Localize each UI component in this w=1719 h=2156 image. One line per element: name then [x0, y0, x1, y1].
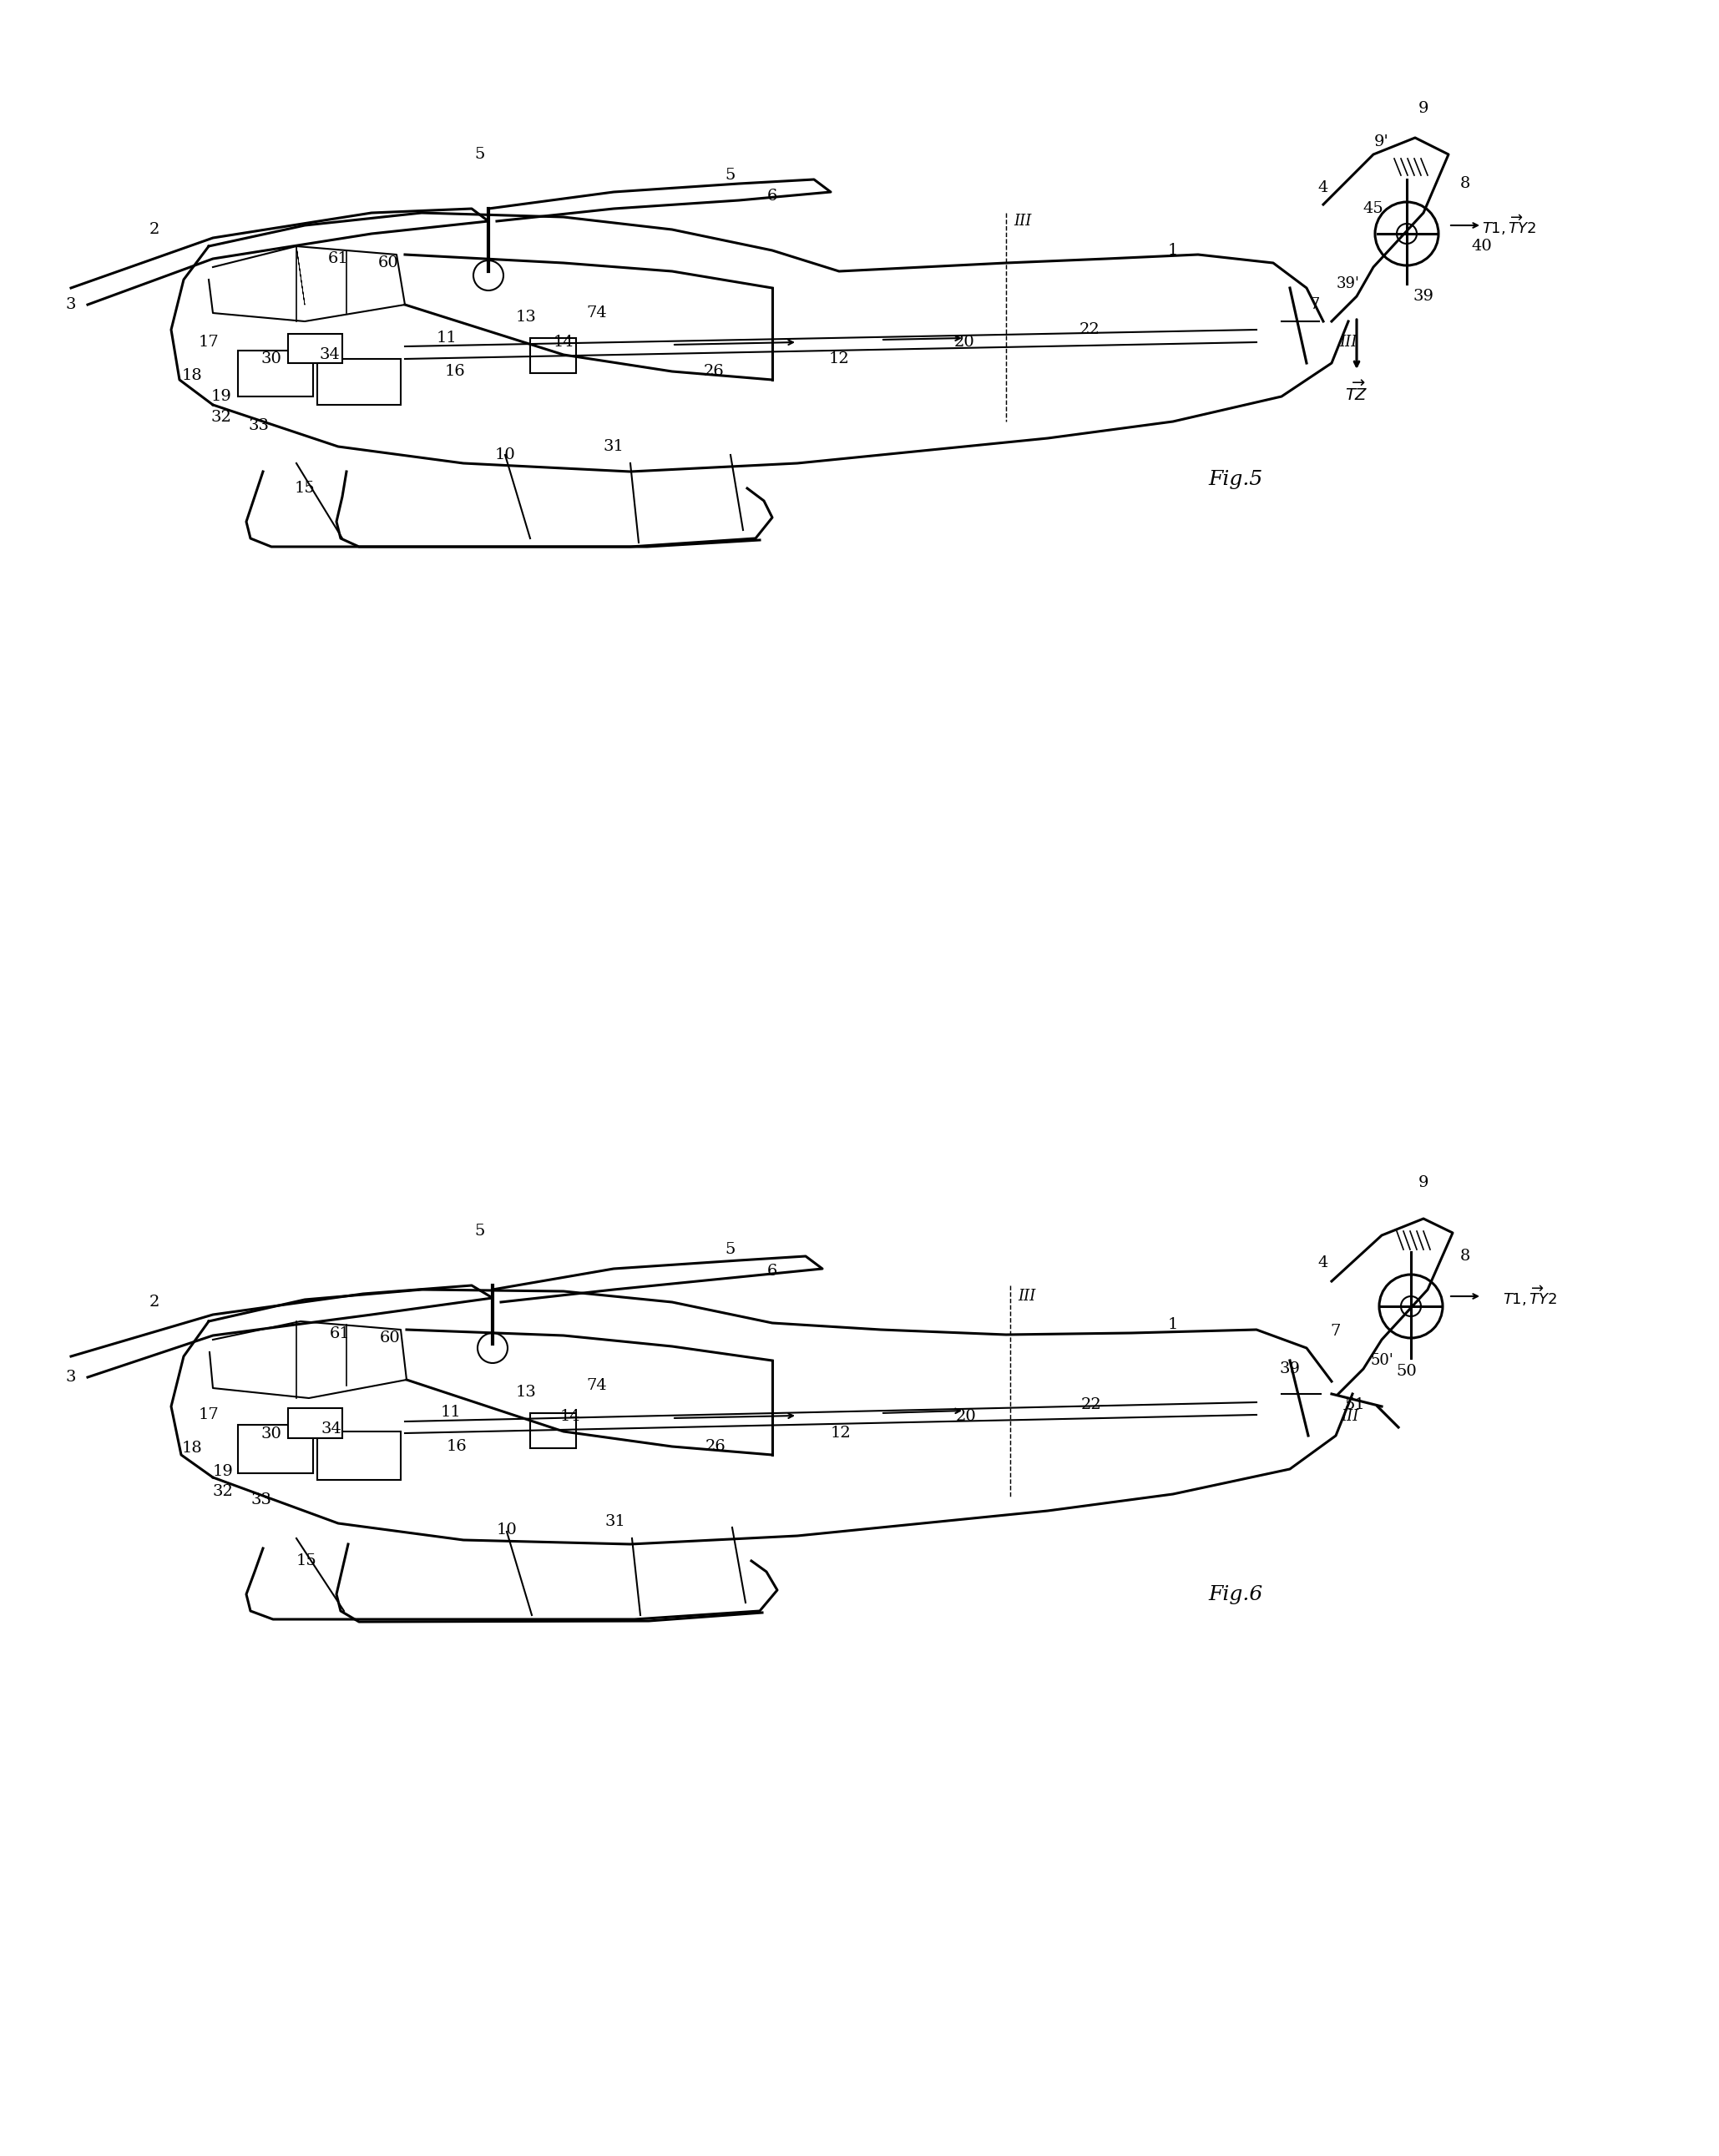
Text: 61: 61	[328, 252, 349, 265]
Text: III: III	[1339, 334, 1358, 349]
Text: 60: 60	[378, 254, 399, 270]
Text: 7: 7	[1331, 1324, 1341, 1339]
Text: 18: 18	[182, 369, 203, 384]
FancyBboxPatch shape	[529, 1412, 576, 1449]
Text: 13: 13	[516, 1384, 536, 1399]
Text: 11: 11	[440, 1406, 461, 1421]
Text: 5: 5	[725, 168, 736, 183]
Text: 61: 61	[330, 1326, 351, 1341]
Text: 5: 5	[474, 1225, 485, 1240]
Text: 40: 40	[1471, 239, 1492, 254]
Text: 33: 33	[251, 1492, 272, 1507]
Text: 34: 34	[320, 347, 340, 362]
FancyBboxPatch shape	[318, 358, 401, 405]
Text: 22: 22	[1081, 1397, 1102, 1412]
Text: 60: 60	[380, 1330, 401, 1345]
Text: 32: 32	[211, 410, 232, 425]
Text: 30: 30	[261, 1427, 282, 1442]
Text: $\overrightarrow{T1,TY2}$: $\overrightarrow{T1,TY2}$	[1502, 1285, 1557, 1309]
Text: 2: 2	[150, 222, 160, 237]
Text: 74: 74	[586, 306, 607, 321]
Text: 50: 50	[1396, 1365, 1416, 1380]
Text: 39: 39	[1279, 1360, 1300, 1376]
FancyBboxPatch shape	[289, 334, 342, 362]
Text: 5: 5	[725, 1242, 736, 1257]
FancyBboxPatch shape	[237, 351, 313, 397]
Text: 31: 31	[603, 440, 624, 455]
Text: 1: 1	[1167, 244, 1178, 259]
Text: 17: 17	[198, 1408, 218, 1423]
Text: 6: 6	[767, 1263, 777, 1279]
Text: 15: 15	[296, 1552, 316, 1567]
Text: 26: 26	[703, 364, 724, 379]
Text: Fig.6: Fig.6	[1208, 1585, 1263, 1604]
FancyBboxPatch shape	[289, 1408, 342, 1438]
Text: $\overrightarrow{T1,TY2}$: $\overrightarrow{T1,TY2}$	[1482, 213, 1537, 237]
Text: 19: 19	[211, 388, 232, 403]
Text: 9': 9'	[1373, 134, 1389, 149]
Text: 11: 11	[437, 330, 457, 345]
Text: 30: 30	[261, 351, 282, 367]
Text: 16: 16	[445, 364, 466, 379]
Text: $\overrightarrow{TZ}$: $\overrightarrow{TZ}$	[1346, 379, 1368, 403]
Text: III: III	[1014, 213, 1031, 229]
Text: 10: 10	[495, 448, 516, 461]
Text: 10: 10	[497, 1522, 517, 1537]
FancyBboxPatch shape	[529, 338, 576, 373]
Text: 1: 1	[1167, 1317, 1178, 1332]
Text: 6: 6	[767, 188, 777, 203]
Text: 9: 9	[1418, 101, 1428, 116]
Text: 3: 3	[65, 1369, 76, 1384]
Text: 12: 12	[830, 1425, 851, 1440]
Text: 5: 5	[474, 147, 485, 162]
Text: 17: 17	[198, 334, 218, 349]
Text: 22: 22	[1080, 321, 1100, 336]
Text: 34: 34	[321, 1421, 342, 1436]
Text: 31: 31	[605, 1514, 626, 1529]
Text: 15: 15	[294, 481, 315, 496]
Text: 14: 14	[560, 1410, 581, 1423]
Text: 74: 74	[586, 1378, 607, 1393]
Text: 4: 4	[1318, 1255, 1329, 1270]
Text: 26: 26	[705, 1438, 725, 1453]
Text: 3: 3	[65, 298, 76, 313]
Text: 8: 8	[1459, 1248, 1470, 1263]
Text: 13: 13	[516, 310, 536, 326]
Text: III: III	[1018, 1289, 1037, 1304]
Text: 18: 18	[182, 1440, 203, 1455]
Text: 50': 50'	[1370, 1354, 1394, 1369]
FancyBboxPatch shape	[237, 1425, 313, 1473]
Text: 16: 16	[447, 1438, 468, 1453]
Text: 39: 39	[1413, 289, 1434, 304]
Text: 20: 20	[956, 1410, 976, 1423]
Text: 2: 2	[150, 1294, 160, 1309]
Text: III: III	[1341, 1410, 1360, 1423]
Text: 4: 4	[1318, 181, 1329, 196]
Text: 14: 14	[554, 334, 574, 349]
Text: 19: 19	[213, 1464, 234, 1479]
Text: 8: 8	[1459, 177, 1470, 192]
Text: 39': 39'	[1337, 276, 1360, 291]
Text: 12: 12	[829, 351, 849, 367]
Text: 45: 45	[1363, 201, 1384, 216]
Text: Fig.5: Fig.5	[1208, 470, 1263, 489]
FancyBboxPatch shape	[318, 1432, 401, 1479]
Text: 9: 9	[1418, 1175, 1428, 1190]
Text: 33: 33	[248, 418, 270, 433]
Text: 7: 7	[1310, 298, 1320, 313]
Text: 32: 32	[213, 1483, 234, 1498]
Text: 51: 51	[1344, 1397, 1365, 1412]
Text: 20: 20	[954, 334, 975, 349]
